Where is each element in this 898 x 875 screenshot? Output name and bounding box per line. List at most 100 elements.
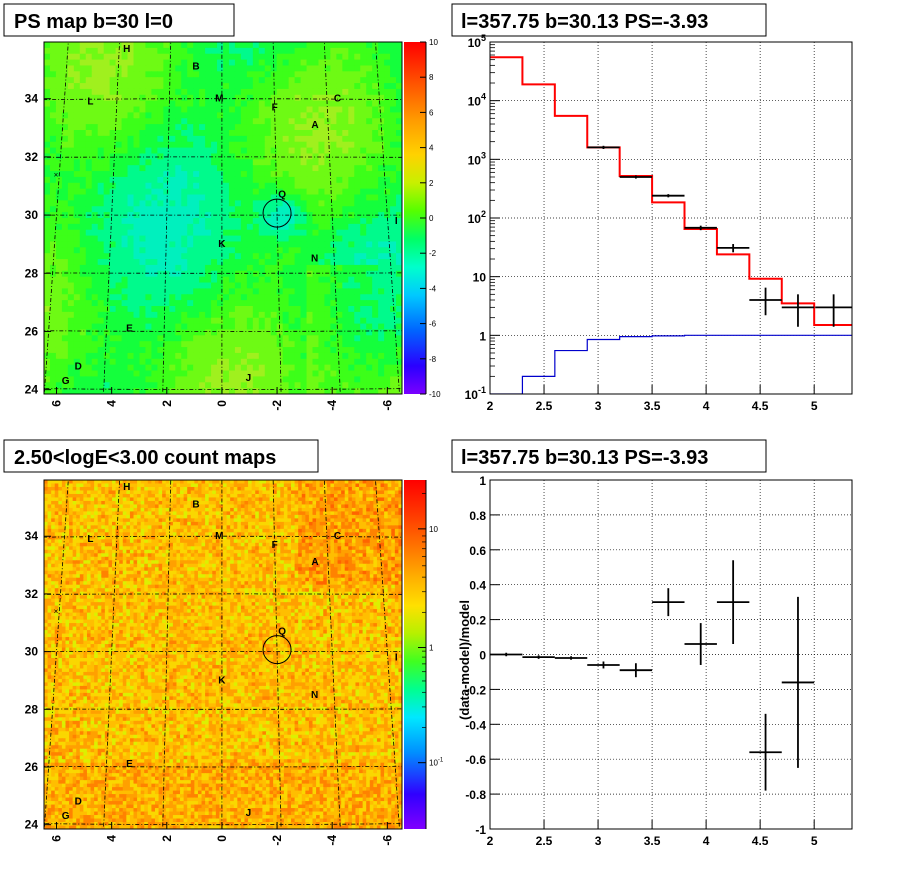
heatmap-cell	[169, 335, 176, 342]
heatmap-cell	[312, 47, 320, 55]
heatmap-cell	[187, 59, 194, 67]
heatmap-cell	[366, 364, 373, 372]
heatmap-cell	[273, 511, 278, 516]
heatmap-cell	[262, 511, 267, 516]
heatmap-cell	[355, 518, 360, 523]
heatmap-cell	[276, 276, 284, 284]
heatmap-cell	[390, 364, 397, 372]
heatmap-cell	[359, 490, 364, 495]
heatmap-cell	[378, 253, 385, 260]
heatmap-cell	[330, 130, 337, 137]
heatmap-cell	[330, 511, 335, 516]
heatmap-cell	[151, 171, 158, 178]
heatmap-cell	[97, 370, 105, 377]
heatmap-cell	[240, 77, 248, 84]
heatmap-cell	[115, 300, 123, 307]
heatmap-cell	[234, 71, 242, 78]
heatmap-cell	[396, 59, 402, 67]
heatmap-cell	[354, 188, 361, 196]
heatmap-cell	[276, 483, 281, 488]
heatmap-cell	[312, 247, 320, 254]
heatmap-cell	[391, 480, 396, 485]
heatmap-cell	[270, 247, 278, 254]
heatmap-cell	[79, 300, 87, 307]
heatmap-cell	[181, 159, 188, 166]
heatmap-cell	[330, 382, 337, 389]
heatmap-cell	[288, 94, 296, 102]
heatmap-cell	[79, 218, 87, 225]
heatmap-cell	[348, 270, 355, 278]
heatmap-cell	[157, 364, 164, 372]
heatmap-cell	[109, 83, 117, 90]
heatmap-cell	[265, 497, 271, 502]
heatmap-cell	[163, 77, 170, 84]
heatmap-cell	[211, 241, 218, 248]
heatmap-cell	[163, 147, 170, 155]
heatmap-cell	[157, 112, 164, 119]
heatmap-cell	[109, 317, 117, 325]
heatmap-cell	[288, 323, 296, 331]
heatmap-cell	[94, 507, 99, 513]
heatmap-cell	[252, 88, 260, 96]
heatmap-cell	[294, 500, 299, 506]
heatmap-cell	[362, 504, 367, 509]
heatmap-cell	[97, 507, 102, 513]
heatmap-cell	[255, 500, 260, 506]
heatmap-cell	[197, 486, 203, 492]
heatmap-cell	[273, 490, 278, 495]
heatmap-cell	[336, 247, 343, 254]
heatmap-cell	[234, 53, 242, 61]
heatmap-cell	[360, 206, 367, 213]
heatmap-cell	[193, 335, 200, 342]
heatmap-cell	[73, 235, 81, 243]
heatmap-cell	[270, 323, 278, 331]
heatmap-cell	[324, 341, 331, 348]
heatmap-cell	[228, 317, 236, 325]
heatmap-cell	[312, 317, 320, 325]
heatmap-cell	[384, 329, 391, 336]
heatmap-cell	[276, 112, 284, 119]
heatmap-cell	[73, 83, 81, 90]
heatmap-cell	[61, 188, 69, 196]
heatmap-cell	[109, 200, 117, 207]
heatmap-cell	[55, 388, 63, 394]
heatmap-cell	[61, 241, 69, 248]
heatmap-cell	[51, 514, 56, 519]
heatmap-cell	[323, 518, 328, 523]
heatmap-cell	[205, 288, 212, 295]
heatmap-cell	[55, 59, 63, 67]
heatmap-cell	[85, 376, 93, 383]
heatmap-cell	[103, 171, 111, 178]
heatmap-cell	[223, 341, 230, 348]
heatmap-cell	[172, 500, 178, 506]
source-label: E	[126, 323, 133, 334]
heatmap-cell	[175, 329, 182, 336]
heatmap-cell	[151, 100, 158, 108]
heatmap-cell	[316, 480, 321, 485]
heatmap-cell	[228, 241, 236, 248]
heatmap-cell	[190, 497, 195, 502]
heatmap-cell	[280, 500, 285, 506]
heatmap-cell	[360, 182, 367, 190]
heatmap-cell	[208, 483, 213, 488]
heatmap-cell	[193, 388, 200, 394]
heatmap-cell	[294, 507, 299, 513]
source-label: G	[62, 376, 70, 387]
heatmap-cell	[287, 504, 292, 509]
heatmap-cell	[103, 306, 111, 313]
heatmap-cell	[79, 388, 87, 394]
heatmap-cell	[61, 47, 69, 55]
heatmap-cell	[366, 294, 373, 301]
heatmap-cell	[199, 218, 206, 225]
heatmap-cell	[344, 518, 349, 523]
heatmap-cell	[211, 364, 218, 372]
heatmap-cell	[354, 218, 361, 225]
heatmap-cell	[121, 94, 129, 102]
heatmap-cell	[217, 235, 224, 243]
heatmap-cell	[49, 247, 57, 254]
heatmap-cell	[187, 352, 194, 360]
heatmap-cell	[49, 282, 57, 289]
heatmap-cell	[360, 194, 367, 201]
heatmap-cell	[79, 341, 87, 348]
heatmap-cell	[312, 53, 320, 61]
